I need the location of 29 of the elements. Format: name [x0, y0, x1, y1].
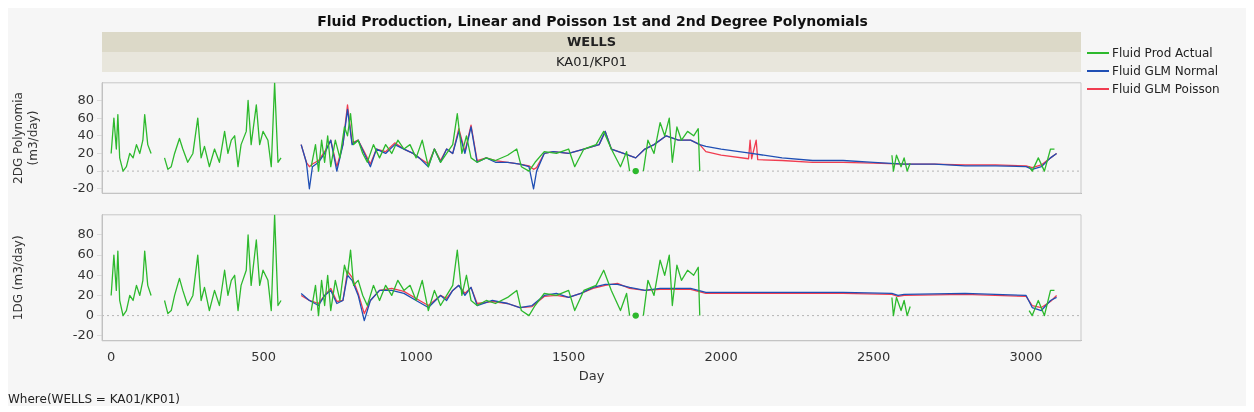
- y-tick-label: -20: [72, 327, 94, 343]
- y-tick-label: 80: [77, 91, 94, 107]
- text: KA01/KP01: [102, 52, 1081, 72]
- x-tick-label: 2500: [857, 348, 891, 364]
- y-axis-title: 1DG (m3/day): [11, 235, 26, 321]
- y-tick-label: 60: [77, 246, 94, 262]
- x-tick-label: 0: [107, 348, 116, 364]
- y-axis-title: 2DG Polynomia (m3/day): [11, 92, 40, 184]
- y-tick-label: 80: [77, 226, 94, 242]
- y-tick-label: 0: [85, 162, 94, 178]
- y-tick-label: 40: [77, 266, 94, 282]
- y-tick-label: 40: [77, 127, 94, 143]
- x-axis-title: Day: [578, 367, 605, 383]
- x-tick-label: 500: [251, 348, 277, 364]
- chart-subtitle: WELLS: [102, 32, 1081, 52]
- y-tick-label: 20: [77, 286, 94, 302]
- legend-label: Fluid GLM Poisson: [1112, 82, 1220, 96]
- x-tick-label: 1500: [552, 348, 586, 364]
- y-tick-label: 0: [85, 306, 94, 322]
- legend-label: Fluid Prod Actual: [1112, 46, 1213, 60]
- y-tick-label: 60: [77, 109, 94, 125]
- x-tick-label: 1000: [399, 348, 433, 364]
- y-tick-label: -20: [72, 180, 94, 196]
- x-tick-label: 2000: [704, 348, 738, 364]
- x-tick-label: 3000: [1009, 348, 1043, 364]
- legend-label: Fluid GLM Normal: [1112, 64, 1219, 78]
- chart-title: Fluid Production, Linear and Poisson 1st and 2nd Degree Polynomials: [316, 12, 869, 31]
- text: Where(WELLS = KA01/KP01): [8, 392, 181, 406]
- y-tick-label: 20: [77, 144, 94, 160]
